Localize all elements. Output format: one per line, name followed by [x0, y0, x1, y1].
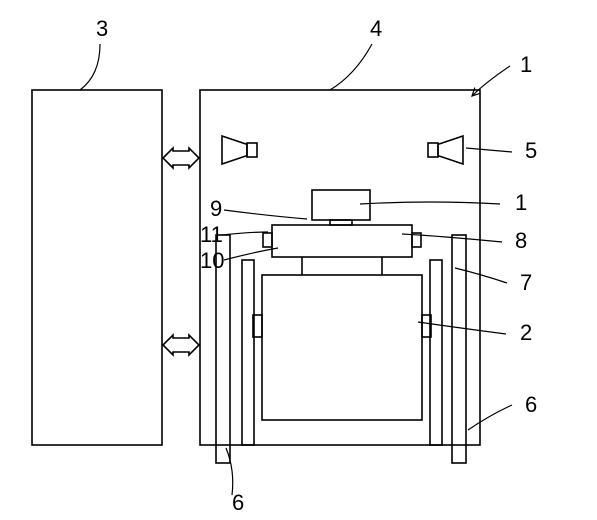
double-arrow-bottom [163, 335, 199, 355]
callout-n10: 10 [200, 248, 224, 273]
top-small-box [312, 190, 370, 220]
top-connector [330, 220, 352, 225]
callout-n8: 8 [515, 228, 527, 253]
callout-n3: 3 [96, 16, 108, 41]
double-arrow-top [163, 148, 199, 168]
leg-right-inner [430, 260, 442, 445]
callout-n9: 9 [210, 196, 222, 221]
callout-n5: 5 [525, 138, 537, 163]
left-cabinet [32, 90, 162, 445]
speaker-left [222, 136, 247, 164]
callout-n7: 7 [520, 270, 532, 295]
nub-left [263, 233, 272, 247]
inner-vessel [262, 275, 422, 420]
callout-n6r: 6 [525, 392, 537, 417]
callout-n4: 4 [370, 16, 382, 41]
leg-left-inner [242, 260, 254, 445]
callout-n11: 11 [200, 222, 223, 247]
callout-n1b: 1 [515, 190, 527, 215]
callout-n2: 2 [520, 320, 532, 345]
callout-n6l: 6 [232, 490, 244, 515]
technical-diagram: 3 4 1 5 1 8 7 2 6 6 91110 [0, 0, 597, 520]
callout-n1a: 1 [520, 52, 532, 77]
upper-block [272, 225, 412, 257]
speaker-right [438, 136, 463, 164]
